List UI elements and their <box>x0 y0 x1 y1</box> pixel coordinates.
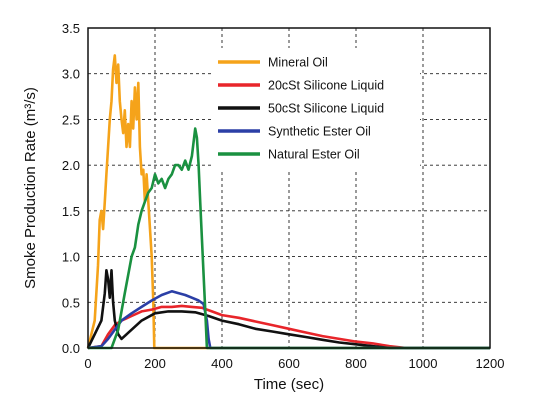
y-tick-label-0: 0.0 <box>62 341 80 356</box>
x-tick-label-5: 1000 <box>409 356 438 371</box>
x-tick-label-0: 0 <box>84 356 91 371</box>
x-tick-label-1: 200 <box>144 356 166 371</box>
legend: Mineral Oil 20cSt Silicone Liquid 50cSt Si… <box>212 48 420 169</box>
y-axis-label: Smoke Production Rate (m³/s) <box>22 87 39 289</box>
series-line-2 <box>86 269 490 350</box>
y-tick-label-5: 2.5 <box>62 112 80 127</box>
legend-label-4: Natural Ester Oil <box>268 148 360 162</box>
x-tick-label-6: 1200 <box>476 356 505 371</box>
series-line-4 <box>88 127 490 350</box>
x-tick-label-4: 800 <box>345 356 367 371</box>
legend-label-3: Synthetic Ester Oil <box>268 125 371 139</box>
x-tick-label-3: 600 <box>278 356 300 371</box>
plot-frame <box>87 27 491 349</box>
y-tick-label-4: 2.0 <box>62 158 80 173</box>
x-tick-label-2: 400 <box>211 356 233 371</box>
y-tick-label-6: 3.0 <box>62 67 80 82</box>
y-tick-label-1: 0.5 <box>62 295 80 310</box>
legend-label-2: 50cSt Silicone Liquid <box>268 102 384 116</box>
series-line-0 <box>86 54 490 350</box>
tick-labels: 0 200 400 600 800 1000 1200 0.0 0.5 1.0 1.5 2.0 2.5 3… <box>62 21 505 371</box>
y-tick-label-3: 1.5 <box>62 204 80 219</box>
series-lines <box>86 54 490 350</box>
y-tick-label-7: 3.5 <box>62 21 80 36</box>
x-axis-label: Time (sec) <box>254 376 324 393</box>
legend-label-0: Mineral Oil <box>268 56 328 70</box>
legend-label-1: 20cSt Silicone Liquid <box>268 79 384 93</box>
y-tick-label-2: 1.0 <box>62 250 80 265</box>
